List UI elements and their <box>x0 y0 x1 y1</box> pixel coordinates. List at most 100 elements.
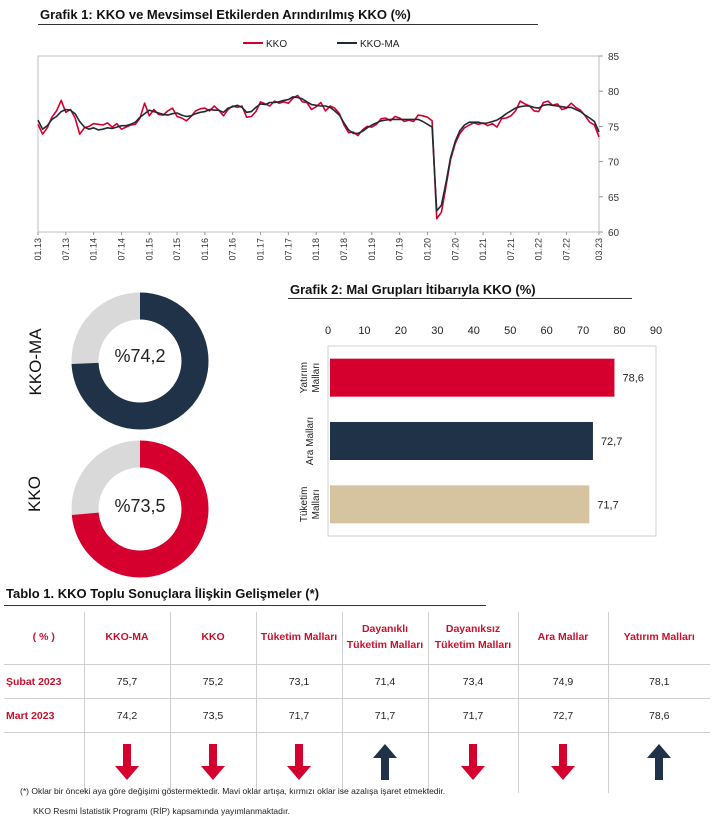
x-tick-label: 70 <box>577 325 589 337</box>
x-tick-label: 01.18 <box>311 238 321 261</box>
row-label: Mart 2023 <box>4 698 85 733</box>
y-tick-label: 80 <box>608 87 620 98</box>
footnote-rip: KKO Resmi İstatistik Programı (RİP) kaps… <box>33 806 290 816</box>
x-tick-label: 07.22 <box>562 238 572 261</box>
summary-table: ( % ) KKO-MA KKO Tüketim Malları Dayanık… <box>4 612 710 793</box>
table-cell <box>4 732 85 793</box>
bar-value-label: 71,7 <box>597 499 618 511</box>
x-tick-label: 07.18 <box>339 238 349 261</box>
table-cell: 74,9 <box>518 664 609 699</box>
chart1-title: Grafik 1: KKO ve Mevsimsel Etkilerden Ar… <box>40 7 411 22</box>
arrow-down-shape <box>115 743 139 780</box>
y-tick-label: 65 <box>608 193 620 204</box>
change-arrow-icon <box>461 743 485 780</box>
table-cell: 74,2 <box>84 698 171 733</box>
x-tick-label: 01.13 <box>33 238 43 261</box>
arrow-cell <box>518 732 609 793</box>
line-chart: 60 65 70 75 80 85 01.13 07.13 01.14 07.14 01.15 07.… <box>33 39 620 261</box>
table-header: KKO <box>170 612 257 665</box>
x-tick-label: 01.19 <box>367 238 377 261</box>
table-cell: 75,7 <box>84 664 171 699</box>
x-tick-label: 01.21 <box>478 238 488 261</box>
arrow-cell <box>342 732 429 793</box>
donut-kko-label: KKO <box>25 476 44 512</box>
arrow-cell <box>84 732 171 793</box>
x-tick-label: 07.16 <box>228 238 238 261</box>
x-tick-label: 03.23 <box>594 238 604 261</box>
plot-frame <box>327 345 657 537</box>
x-tick-label: 80 <box>613 325 625 337</box>
x-tick-label: 07.21 <box>506 238 516 261</box>
category-label: Yatırım Malları <box>299 362 322 393</box>
donut-kko <box>71 440 209 578</box>
x-tick-label: 01.17 <box>256 238 266 261</box>
x-tick-label: 07.17 <box>283 238 293 261</box>
row-label: Şubat 2023 <box>4 664 85 699</box>
x-tick-label: 07.20 <box>450 238 460 261</box>
change-arrow-icon <box>201 743 225 780</box>
table-title-rule <box>4 605 486 606</box>
arrow-cell <box>170 732 257 793</box>
donut-value-arc <box>71 440 209 578</box>
y-tick-label: 85 <box>608 52 620 63</box>
y-tick-label: 60 <box>608 228 620 239</box>
donut-kko-value: %73,5 <box>114 496 166 516</box>
change-arrow-icon <box>115 743 139 780</box>
x-tick-label: 01.14 <box>89 238 99 261</box>
chart1-title-rule <box>38 24 538 25</box>
table-row: Şubat 2023 75,7 75,2 73,1 71,4 73,4 74,9… <box>4 664 710 699</box>
category-label-line: Malları <box>311 489 322 519</box>
table-header: Tüketim Malları <box>256 612 343 665</box>
footnote-arrows: (*) Oklar bir önceki aya göre değişimi g… <box>20 786 446 796</box>
series-line-kko <box>37 94 600 220</box>
table-header: Ara Mallar <box>518 612 609 665</box>
x-tick-label: 01.22 <box>534 238 544 261</box>
chart2-title-rule <box>288 298 632 299</box>
chart2-title: Grafik 2: Mal Grupları İtibarıyla KKO (%… <box>290 282 536 297</box>
x-tick-label: 50 <box>504 325 516 337</box>
arrow-cell <box>256 732 343 793</box>
arrow-up-shape <box>647 743 672 780</box>
x-tick-label: 90 <box>650 325 662 337</box>
table-header: KKO-MA <box>84 612 171 665</box>
table-cell: 71,7 <box>342 698 429 733</box>
x-tick-label: 01.20 <box>422 238 432 261</box>
series-line-kko-ma <box>37 96 600 212</box>
x-tick-label: 07.13 <box>61 238 71 261</box>
arrow-down-shape <box>461 743 485 780</box>
table-cell: 75,2 <box>170 664 257 699</box>
category-label: Ara Malları <box>305 417 316 465</box>
table-cell: 73,1 <box>256 664 343 699</box>
donut-kko-ma <box>71 292 209 430</box>
arrow-down-shape <box>551 743 575 780</box>
arrow-cell <box>428 732 519 793</box>
donut-kko-ma-label: KKO-MA <box>26 328 45 396</box>
table-row: Mart 2023 74,2 73,5 71,7 71,7 71,7 72,7 … <box>4 698 710 733</box>
x-tick-label: 07.19 <box>395 238 405 261</box>
x-tick-label: 30 <box>431 325 443 337</box>
category-label-line: Ara Malları <box>305 417 316 465</box>
x-tick-label: 01.15 <box>144 238 154 261</box>
table-arrow-row <box>4 732 710 794</box>
donut-value-arc <box>71 292 209 430</box>
table-cell: 73,5 <box>170 698 257 733</box>
bar <box>330 358 615 397</box>
bar-value-label: 78,6 <box>622 373 643 385</box>
table-cell: 71,4 <box>342 664 429 699</box>
category-label: Tüketim Malları <box>299 487 322 523</box>
legend-label: KKO <box>266 39 287 50</box>
bar <box>330 485 590 524</box>
table-header: Yatırım Malları <box>608 612 710 665</box>
table-cell: 78,6 <box>608 698 710 733</box>
x-tick-label: 07.15 <box>172 238 182 261</box>
table-cell: 71,7 <box>428 698 519 733</box>
bar-value-label: 72,7 <box>601 436 622 448</box>
change-arrow-icon <box>647 743 672 780</box>
plot-frame <box>37 55 600 233</box>
table-header: Dayanıksız Tüketim Malları <box>428 612 519 665</box>
arrow-down-shape <box>201 743 225 780</box>
arrow-cell <box>608 733 710 794</box>
donut-kko-ma-value: %74,2 <box>114 346 166 366</box>
table-cell: 71,7 <box>256 698 343 733</box>
